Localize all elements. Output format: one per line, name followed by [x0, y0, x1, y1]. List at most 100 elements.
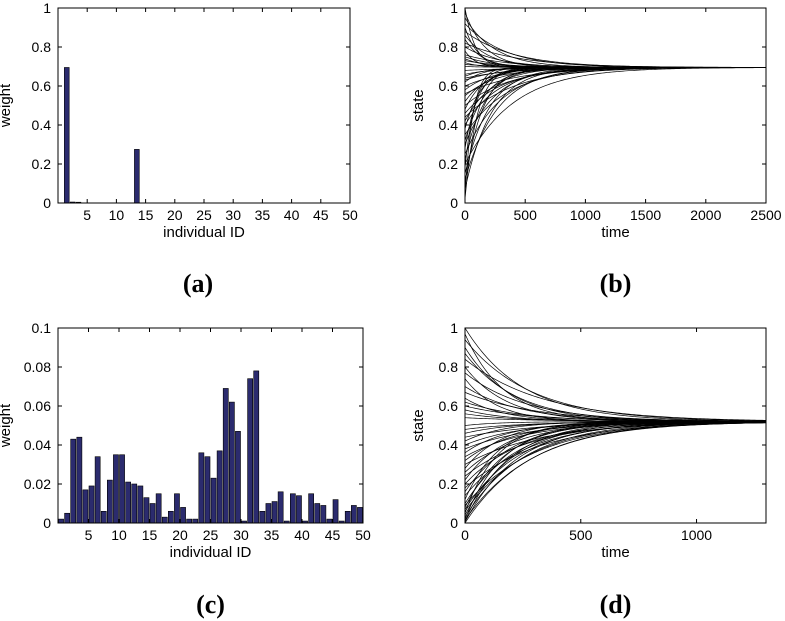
y-tick-label-d: 0.4 [439, 437, 459, 453]
bar-c-33 [253, 370, 260, 524]
x-tick-label-b: 2500 [750, 207, 781, 223]
series-line-b-3 [464, 17, 766, 68]
axes-frame-a [57, 7, 351, 204]
x-tick-label-c: 10 [111, 527, 127, 543]
x-tick-label-b: 2000 [690, 207, 721, 223]
x-tick-label-a: 5 [83, 207, 91, 223]
y-tick-label-b: 0.4 [439, 117, 459, 133]
y-tick-label-a: 0.2 [32, 156, 52, 172]
bar-c-11 [119, 454, 125, 524]
bar-c-27 [216, 450, 223, 524]
bar-c-42 [308, 493, 315, 524]
x-tick-label-a: 40 [284, 207, 300, 223]
series-line-b-7 [464, 35, 766, 68]
x-tick-label-a: 50 [342, 207, 358, 223]
x-tick-label-d: 1000 [681, 527, 712, 543]
bar-c-4 [76, 436, 83, 524]
chart-panel-c: 5 10 15 20 25 30 35 40 45 50 0 0.02 0.04 0.06 0.08 0.1 i… [0, 320, 371, 619]
bar-c-17 [155, 493, 162, 524]
series-line-b-30 [464, 67, 766, 106]
y-tick-label-a: 0 [43, 195, 51, 211]
x-axis-label-d: time [601, 544, 629, 561]
series-line-b-9 [464, 42, 767, 68]
series-line-d-6 [464, 358, 767, 421]
panel-label-c: (c) [196, 590, 225, 619]
series-line-b-1 [464, 7, 766, 68]
bar-c-1 [58, 518, 64, 524]
bar-c-37 [277, 491, 284, 524]
y-axis-label-d: state [410, 409, 427, 442]
x-tick-label-b: 0 [461, 207, 469, 223]
x-tick-label-c: 30 [233, 527, 249, 543]
chart-panel-b: 0 500 1000 1500 2000 2500 0 0.2 0.4 0.6 0.8 1 time st… [410, 0, 782, 298]
series-line-d-2 [464, 333, 766, 422]
x-tick-label-d: 0 [461, 527, 469, 543]
y-tick-label-c: 0.06 [24, 398, 51, 414]
bar-c-22 [186, 518, 193, 524]
y-tick-label-c: 0.1 [32, 320, 52, 336]
bar-c-36 [271, 501, 278, 524]
x-tick-label-d: 500 [569, 527, 593, 543]
series-line-b-44 [464, 67, 766, 168]
bar-c-35 [265, 503, 272, 524]
x-axis-label-b: time [601, 224, 629, 241]
y-tick-label-d: 0.8 [439, 359, 459, 375]
series-line-b-49 [464, 67, 766, 194]
series-line-d-49 [464, 421, 767, 523]
series-line-d-38 [464, 421, 766, 504]
bar-c-19 [168, 510, 174, 524]
bar-c-23 [192, 518, 199, 524]
panel-label-a: (a) [183, 269, 213, 298]
y-tick-label-d: 0 [450, 515, 458, 531]
y-tick-label-a: 0.4 [32, 117, 52, 133]
y-tick-label-b: 0.2 [439, 156, 459, 172]
series-line-d-5 [464, 353, 766, 422]
series-line-b-45 [464, 67, 766, 174]
x-tick-label-a: 30 [225, 207, 241, 223]
bar-c-16 [149, 503, 156, 524]
panel-label-b: (b) [600, 269, 632, 298]
bar-c-48 [344, 510, 351, 524]
x-tick-label-b: 500 [514, 207, 538, 223]
x-tick-label-a: 35 [255, 207, 271, 223]
y-tick-label-c: 0 [43, 515, 51, 531]
x-tick-label-a: 10 [109, 207, 125, 223]
bar-c-3 [70, 438, 77, 524]
series-line-d-10 [464, 386, 766, 422]
bar-c-43 [314, 503, 321, 524]
bar-c-28 [222, 388, 229, 524]
series-line-b-2 [464, 11, 766, 68]
y-tick-label-a: 1 [43, 0, 51, 16]
y-tick-label-b: 0 [450, 195, 458, 211]
x-tick-label-c: 5 [85, 527, 93, 543]
y-tick-label-c: 0.08 [24, 359, 51, 375]
series-line-b-10 [464, 46, 766, 68]
x-tick-label-b: 1500 [630, 207, 661, 223]
bar-c-46 [332, 499, 339, 524]
series-line-b-4 [464, 23, 766, 68]
series-line-b-40 [464, 67, 766, 149]
y-tick-label-b: 0.6 [439, 78, 459, 94]
bar-c-25 [204, 456, 211, 524]
bar-c-50 [357, 507, 363, 524]
bar-c-8 [100, 510, 107, 524]
x-tick-label-c: 40 [294, 527, 310, 543]
bar-c-32 [247, 378, 254, 524]
series-line-b-36 [464, 67, 766, 129]
bar-c-49 [350, 505, 357, 524]
x-tick-label-c: 50 [355, 527, 371, 543]
series-line-d-45 [464, 421, 767, 518]
y-tick-label-b: 1 [450, 0, 458, 16]
bar-c-20 [174, 493, 180, 524]
x-tick-label-c: 45 [325, 527, 341, 543]
x-tick-label-c: 25 [203, 527, 219, 543]
y-axis-label-b: state [410, 89, 427, 122]
x-axis-label-c: individual ID [170, 544, 252, 561]
panel-label-d: (d) [600, 590, 632, 619]
series-line-d-48 [464, 421, 766, 522]
y-tick-label-b: 0.8 [439, 39, 459, 55]
y-tick-label-d: 0.2 [439, 476, 459, 492]
y-tick-label-d: 1 [450, 320, 458, 336]
bar-c-10 [113, 454, 119, 524]
